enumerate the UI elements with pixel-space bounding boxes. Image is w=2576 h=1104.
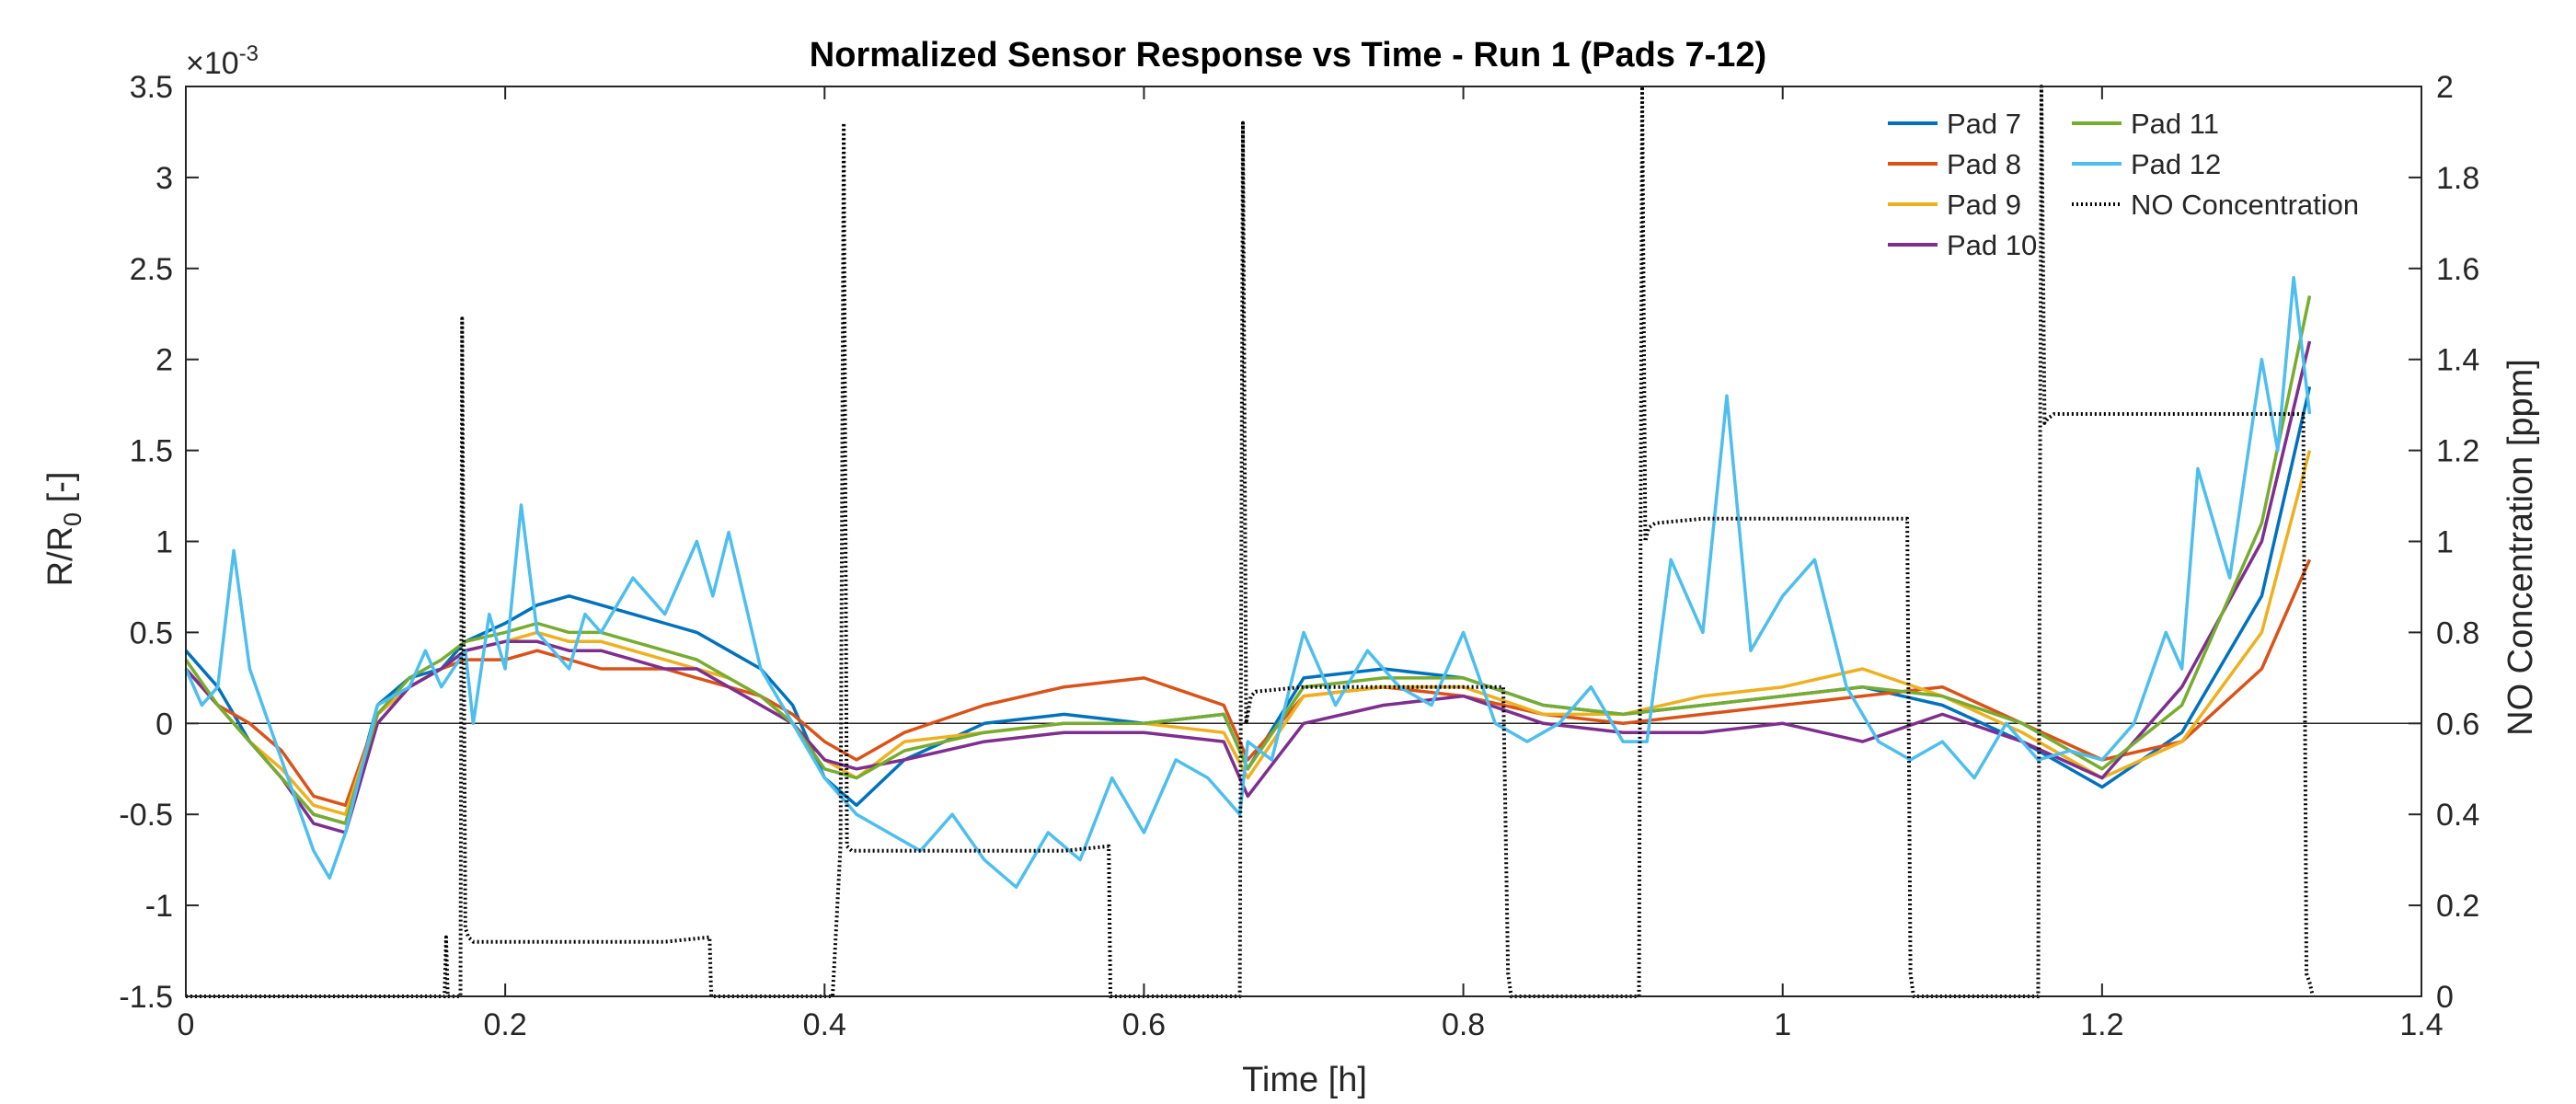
series-group (184, 85, 2315, 998)
y-right-axis-label: NO Concentration [ppm] (2501, 359, 2540, 736)
y-right-tick-label: 1.8 (2436, 161, 2479, 196)
series-line-no-concentration (186, 85, 2315, 998)
x-tick-label: 0.6 (1122, 1007, 1166, 1042)
y-right-tick-label: 1.4 (2436, 343, 2479, 378)
legend-label: Pad 9 (1947, 189, 2021, 221)
chart-title: Normalized Sensor Response vs Time - Run… (810, 36, 1766, 75)
legend: Pad 7 Pad 8 Pad 9 Pad 10 Pad 11 Pad 12 NO Conc… (1888, 108, 2359, 261)
x-axis-label: Time [h] (1242, 1061, 1367, 1099)
y-left-label-main: R/R (41, 526, 80, 586)
y-left-tick-label: -1.5 (119, 980, 173, 1015)
y-left-tick-label: 0 (155, 707, 173, 742)
x-tick-label: 0 (178, 1007, 195, 1042)
x-tick-label: 1.2 (2080, 1007, 2123, 1042)
y-left-tick-label: 1.5 (130, 434, 173, 469)
legend-label: Pad 12 (2131, 148, 2221, 180)
y-right-tick-label: 0.2 (2436, 889, 2479, 924)
y-left-axis-ticks: -1.5 -1 -0.5 0 0.5 1 1.5 2 2.5 3 3.5 (119, 70, 199, 1015)
legend-label: NO Concentration (2131, 189, 2359, 221)
y-right-tick-label: 1 (2436, 525, 2454, 560)
x-tick-label: 0.4 (803, 1007, 846, 1042)
legend-label: Pad 7 (1947, 108, 2021, 140)
x-tick-label: 1.4 (2399, 1007, 2443, 1042)
y-right-tick-label: 1.2 (2436, 434, 2479, 469)
exponent-power: -3 (239, 41, 259, 66)
y-right-tick-label: 0.6 (2436, 707, 2479, 742)
y-left-tick-label: 2.5 (130, 252, 173, 287)
series-line-pad-12 (184, 275, 2312, 890)
y-left-tick-label: 2 (155, 343, 173, 378)
legend-label: Pad 11 (2131, 108, 2219, 140)
exponent-base: ×10 (186, 46, 239, 81)
y-right-tick-label: 0 (2436, 980, 2454, 1015)
y-right-tick-label: 2 (2436, 70, 2454, 105)
y-left-exponent: ×10-3 (186, 41, 259, 81)
y-left-axis-label: R/R0 [-] (41, 472, 86, 587)
x-tick-label: 1 (1774, 1007, 1791, 1042)
y-right-tick-label: 1.6 (2436, 252, 2479, 287)
plot-frame (185, 86, 2422, 997)
legend-label: Pad 10 (1947, 229, 2037, 261)
y-left-tick-label: 1 (155, 525, 173, 560)
y-left-tick-label: 3 (155, 161, 173, 196)
y-left-label-sub: 0 (59, 512, 86, 526)
y-left-tick-label: -1 (145, 889, 173, 924)
y-right-axis-ticks: 0 0.2 0.4 0.6 0.8 1 1.2 1.4 1.6 1.8 2 (2409, 70, 2479, 1015)
y-left-tick-label: -0.5 (119, 798, 173, 833)
y-left-tick-label: 0.5 (130, 615, 173, 650)
y-left-label-unit: [-] (41, 472, 80, 512)
y-left-tick-label: 3.5 (130, 70, 173, 105)
y-right-tick-label: 0.8 (2436, 615, 2479, 650)
y-right-tick-label: 0.4 (2436, 798, 2479, 833)
x-tick-label: 0.2 (484, 1007, 527, 1042)
legend-label: Pad 8 (1947, 148, 2021, 180)
x-axis-ticks: 0 0.2 0.4 0.6 0.8 1 1.2 1.4 (178, 86, 2444, 1042)
x-tick-label: 0.8 (1442, 1007, 1485, 1042)
